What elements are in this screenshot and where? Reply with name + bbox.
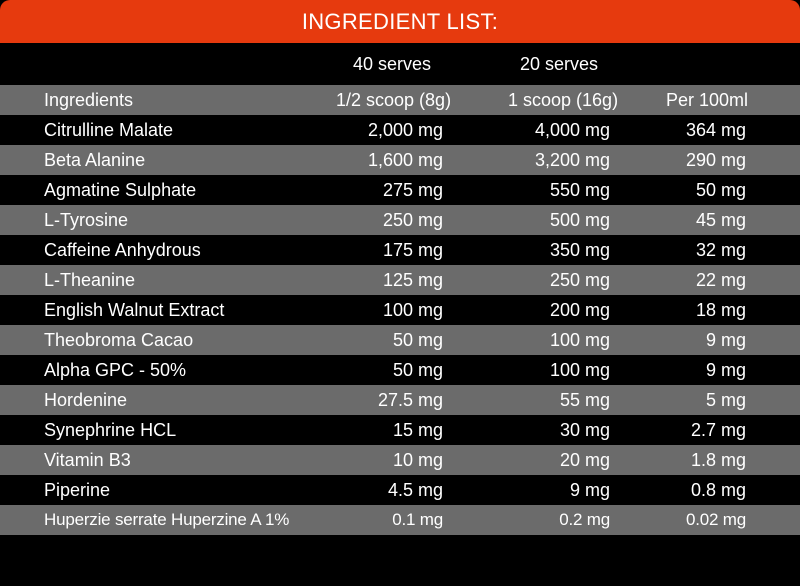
table-row: L-Theanine 125 mg 250 mg 22 mg	[0, 265, 800, 295]
half-scoop-amount: 50 mg	[392, 360, 443, 380]
table-row: L-Tyrosine 250 mg 500 mg 45 mg	[0, 205, 800, 235]
one-scoop-amount: 55 mg	[559, 390, 610, 410]
ingredient-name: Piperine	[44, 480, 111, 500]
ingredient-name: L-Tyrosine	[44, 210, 129, 230]
one-scoop-amount: 0.2 mg	[559, 510, 610, 529]
per-100ml-amount: 9 mg	[705, 330, 746, 350]
per-100ml-amount: 18 mg	[695, 300, 746, 320]
table-row: Synephrine HCL 15 mg 30 mg 2.7 mg	[0, 415, 800, 445]
per-100ml-amount: 50 mg	[695, 180, 746, 200]
per-100ml-amount: 0.02 mg	[685, 510, 746, 529]
per-100ml-amount: 290 mg	[685, 150, 746, 170]
ingredient-name: English Walnut Extract	[44, 300, 225, 320]
one-scoop-amount: 250 mg	[549, 270, 610, 290]
table-row: Huperzie serrate Huperzine A 1% 0.1 mg 0.2…	[0, 505, 800, 535]
table-row: Theobroma Cacao 50 mg 100 mg 9 mg	[0, 325, 800, 355]
ingredient-name: Beta Alanine	[44, 150, 146, 170]
ingredient-list-title: INGREDIENT LIST:	[0, 0, 800, 43]
one-scoop-amount: 100 mg	[549, 360, 610, 380]
ingredient-name: Theobroma Cacao	[44, 330, 194, 350]
per-100ml-amount: 9 mg	[705, 360, 746, 380]
per-100ml-amount: 32 mg	[695, 240, 746, 260]
per-100ml-amount: 45 mg	[695, 210, 746, 230]
ingredient-name: Citrulline Malate	[44, 120, 174, 140]
table-row: Beta Alanine 1,600 mg 3,200 mg 290 mg	[0, 145, 800, 175]
table-row: Hordenine 27.5 mg 55 mg 5 mg	[0, 385, 800, 415]
one-scoop-amount: 20 mg	[559, 450, 610, 470]
half-scoop-amount: 10 mg	[392, 450, 443, 470]
half-scoop-amount: 2,000 mg	[367, 120, 443, 140]
column-header-half-scoop: 1/2 scoop (8g)	[336, 90, 452, 110]
one-scoop-amount: 3,200 mg	[534, 150, 610, 170]
ingredient-rows: Citrulline Malate 2,000 mg 4,000 mg 364 mg B…	[0, 115, 800, 535]
half-scoop-amount: 275 mg	[382, 180, 443, 200]
table-row: Agmatine Sulphate 275 mg 550 mg 50 mg	[0, 175, 800, 205]
per-100ml-amount: 0.8 mg	[690, 480, 746, 500]
column-header-ingredients: Ingredients	[44, 90, 134, 110]
serves-40-label: 40 serves	[353, 54, 432, 74]
column-header-one-scoop: 1 scoop (16g)	[508, 90, 619, 110]
serves-20-label: 20 serves	[520, 54, 599, 74]
half-scoop-amount: 175 mg	[382, 240, 443, 260]
serves-row: 40 serves 20 serves	[0, 43, 800, 85]
one-scoop-amount: 350 mg	[549, 240, 610, 260]
ingredient-name: Alpha GPC - 50%	[44, 360, 187, 380]
half-scoop-amount: 100 mg	[382, 300, 443, 320]
column-header-row: Ingredients 1/2 scoop (8g) 1 scoop (16g)…	[0, 85, 800, 115]
half-scoop-amount: 15 mg	[392, 420, 443, 440]
ingredient-name: L-Theanine	[44, 270, 136, 290]
per-100ml-amount: 364 mg	[685, 120, 746, 140]
ingredient-name: Agmatine Sulphate	[44, 180, 197, 200]
ingredient-name: Caffeine Anhydrous	[44, 240, 201, 260]
ingredient-name: Huperzie serrate Huperzine A 1%	[44, 510, 290, 529]
per-100ml-amount: 1.8 mg	[690, 450, 746, 470]
per-100ml-amount: 2.7 mg	[690, 420, 746, 440]
one-scoop-amount: 30 mg	[559, 420, 610, 440]
one-scoop-amount: 100 mg	[549, 330, 610, 350]
half-scoop-amount: 1,600 mg	[367, 150, 443, 170]
table-row: Citrulline Malate 2,000 mg 4,000 mg 364 mg	[0, 115, 800, 145]
one-scoop-amount: 500 mg	[549, 210, 610, 230]
half-scoop-amount: 27.5 mg	[377, 390, 443, 410]
half-scoop-amount: 250 mg	[382, 210, 443, 230]
ingredient-name: Vitamin B3	[44, 450, 131, 470]
table-row: Vitamin B3 10 mg 20 mg 1.8 mg	[0, 445, 800, 475]
half-scoop-amount: 4.5 mg	[387, 480, 443, 500]
table-row: Piperine 4.5 mg 9 mg 0.8 mg	[0, 475, 800, 505]
one-scoop-amount: 4,000 mg	[534, 120, 610, 140]
one-scoop-amount: 9 mg	[569, 480, 610, 500]
per-100ml-amount: 5 mg	[705, 390, 746, 410]
half-scoop-amount: 0.1 mg	[392, 510, 443, 529]
table-row: Alpha GPC - 50% 50 mg 100 mg 9 mg	[0, 355, 800, 385]
half-scoop-amount: 50 mg	[392, 330, 443, 350]
one-scoop-amount: 550 mg	[549, 180, 610, 200]
ingredient-name: Synephrine HCL	[44, 420, 177, 440]
table-row: Caffeine Anhydrous 175 mg 350 mg 32 mg	[0, 235, 800, 265]
one-scoop-amount: 200 mg	[549, 300, 610, 320]
table-row: English Walnut Extract 100 mg 200 mg 18 mg	[0, 295, 800, 325]
column-header-per-100ml: Per 100ml	[666, 90, 749, 110]
per-100ml-amount: 22 mg	[695, 270, 746, 290]
half-scoop-amount: 125 mg	[382, 270, 443, 290]
ingredient-name: Hordenine	[44, 390, 128, 410]
